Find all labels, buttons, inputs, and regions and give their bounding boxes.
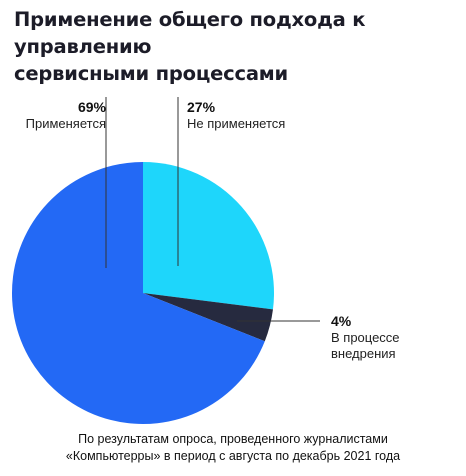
slice-pct-in-progress: 4% [331,313,352,329]
slice-name-in-progress: В процессе [331,330,400,345]
pie-slice-в-процессе-внедрения [143,293,273,342]
slice-pct-not-applied: 27% [187,99,216,115]
chart-title-line: сервисными процессами [14,62,288,85]
pie-slice-применяется [11,162,265,424]
slice-name-in-progress: внедрения [331,346,396,361]
pie-chart [11,97,320,424]
chart-title: Применение общего подхода к управлению с… [14,6,454,87]
slice-label-not-applied: 27% Не применяется [187,98,285,132]
chart-title-line: Применение общего подхода к управлению [14,8,366,58]
pie-slice-не-применяется [143,162,275,310]
slice-label-applied: 69% Применяется [24,98,106,132]
caption-line: По результатам опроса, проведенного журн… [78,432,388,446]
slice-name-not-applied: Не применяется [187,116,286,131]
chart-caption: По результатам опроса, проведенного журн… [0,431,466,465]
slice-label-in-progress: 4% В процессе внедрения [331,312,421,362]
slice-name-applied: Применяется [25,116,106,131]
caption-line: «Компьютерры» в период с августа по дека… [65,449,401,463]
slice-pct-applied: 69% [77,99,106,115]
